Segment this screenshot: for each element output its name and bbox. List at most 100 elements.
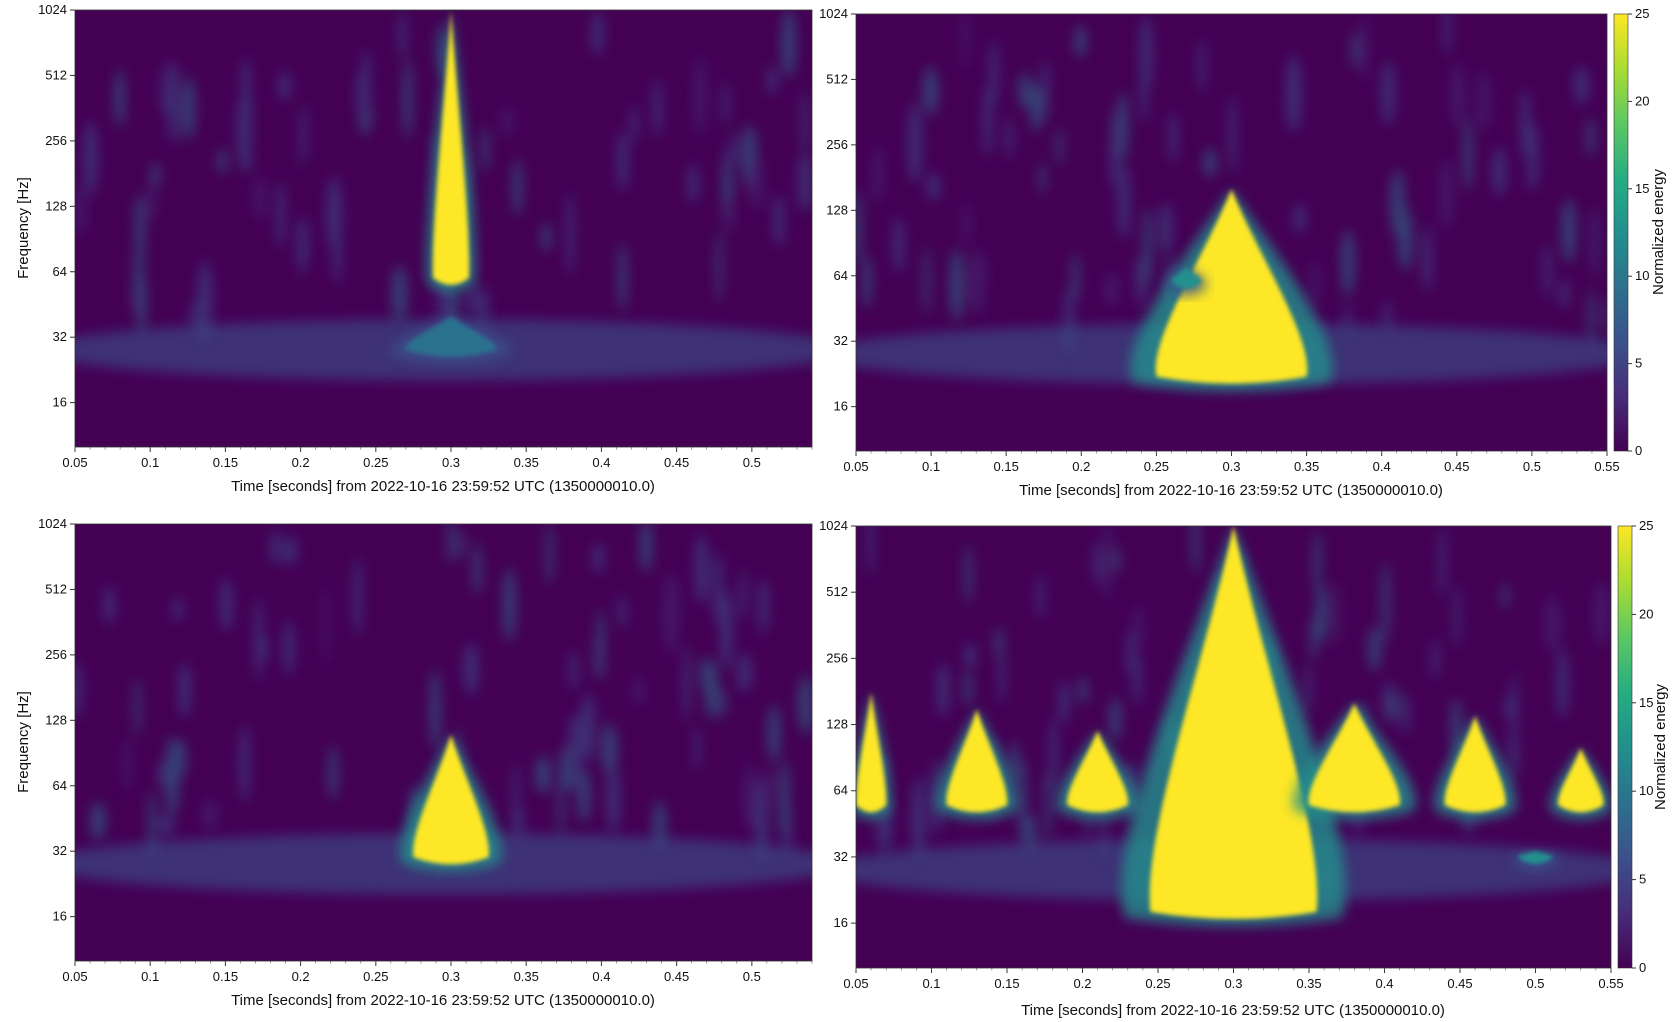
noise-streak	[75, 185, 87, 236]
y-tick-label: 128	[826, 202, 848, 217]
x-tick-label: 0.4	[1373, 459, 1391, 474]
x-axis-label: Time [seconds] from 2022-10-16 23:59:52 …	[1019, 482, 1443, 499]
y-tick-label: 64	[834, 783, 848, 798]
noise-streak	[165, 736, 180, 817]
noise-streak	[713, 552, 723, 624]
noise-streak	[797, 675, 812, 735]
noise-streak	[1492, 147, 1507, 197]
event-blob	[1557, 748, 1604, 813]
y-tick-label: 1024	[38, 2, 67, 17]
colorbar-tick-label: 15	[1635, 181, 1649, 196]
x-tick-label: 0.15	[213, 455, 238, 470]
noise-streak	[781, 10, 796, 79]
noise-streak	[541, 223, 551, 252]
noise-streak	[1520, 88, 1530, 157]
noise-streak	[1058, 680, 1070, 724]
noise-streak	[254, 176, 266, 220]
noise-streak	[502, 567, 517, 642]
noise-streak	[739, 568, 747, 621]
noise-streak	[1573, 66, 1590, 105]
noise-streak	[1450, 698, 1462, 758]
noise-streak	[922, 67, 939, 116]
noise-streak	[911, 777, 927, 860]
noise-streak	[1587, 287, 1595, 350]
noise-streak	[1078, 676, 1088, 705]
noise-streak	[1397, 208, 1414, 271]
noise-streak	[512, 158, 523, 216]
noise-streak	[694, 533, 709, 604]
noise-streak	[737, 652, 752, 692]
x-tick-label: 0.45	[1444, 459, 1469, 474]
noise-streak	[1501, 583, 1509, 609]
noise-streak	[633, 676, 645, 705]
y-tick-label: 1024	[819, 6, 848, 21]
noise-streak	[1381, 60, 1395, 126]
x-axis-label: Time [seconds] from 2022-10-16 23:59:52 …	[231, 992, 655, 1009]
x-tick-label: 0.5	[743, 455, 761, 470]
x-tick-label: 0.3	[1222, 459, 1240, 474]
x-axis-label: Time [seconds] from 2022-10-16 23:59:52 …	[231, 478, 655, 495]
x-tick-label: 0.35	[514, 969, 539, 984]
panel-bottom-right: 0.05 0.1 0.15 0.2 0.25 0.3 0.35 0.4 0.45 0.5 0.55 …	[819, 518, 1669, 1019]
noise-streak	[278, 72, 291, 101]
colorbar-tick-label: 15	[1639, 695, 1653, 710]
noise-streak	[1038, 162, 1046, 194]
plot-frame	[74, 523, 813, 962]
colorbar-tick-label: 20	[1635, 93, 1649, 108]
colorbar-tick-label: 20	[1639, 606, 1653, 621]
noise-streak	[593, 636, 601, 678]
noise-streak	[1113, 547, 1121, 573]
noise-streak	[1056, 127, 1063, 166]
y-tick-label: 16	[834, 915, 848, 930]
event-blob	[856, 692, 887, 813]
y-tick-label: 16	[53, 909, 67, 924]
noise-streak	[1030, 83, 1043, 132]
noise-streak	[239, 725, 250, 803]
noise-streak	[893, 216, 905, 273]
plot-area	[855, 525, 1612, 969]
noise-streak	[606, 762, 621, 834]
x-tick-label: 0.5	[1523, 459, 1541, 474]
noise-streak	[1543, 243, 1552, 299]
noise-streak	[157, 760, 167, 789]
noise-streak	[580, 692, 596, 762]
noise-streak	[694, 55, 707, 135]
event-blob	[432, 10, 470, 285]
x-tick-label: 0.3	[442, 969, 460, 984]
noise-streak	[557, 778, 564, 838]
noise-streak	[190, 301, 203, 331]
noise-streak	[618, 242, 627, 313]
noise-streak	[1304, 663, 1312, 714]
noise-streak	[618, 595, 627, 629]
noise-streak	[473, 543, 482, 595]
noise-streak	[447, 524, 454, 566]
colorbar-gradient	[1613, 13, 1629, 452]
plot-frame	[74, 9, 813, 448]
noise-streak	[182, 76, 196, 141]
colorbar-label: Normalized energy	[1650, 169, 1667, 295]
y-tick-label: 256	[826, 137, 848, 152]
noise-streak	[1203, 147, 1217, 178]
noise-streak	[719, 688, 727, 719]
noise-streak	[1438, 526, 1446, 599]
noise-streak	[719, 590, 733, 670]
x-tick-label: 0.2	[1072, 459, 1090, 474]
noise-streak	[134, 677, 141, 737]
noise-streak	[923, 246, 930, 316]
noise-streak	[1559, 279, 1570, 309]
noise-streak	[134, 194, 146, 259]
noise-streak	[449, 288, 460, 324]
noise-streak	[283, 535, 298, 566]
noise-streak	[862, 254, 872, 310]
noise-streak	[173, 596, 183, 622]
noise-streak	[778, 760, 790, 839]
noise-streak	[591, 11, 604, 56]
noise-streak	[998, 641, 1006, 704]
colorbar-gradient	[1617, 525, 1633, 969]
noise-streak	[767, 704, 781, 763]
event-blob	[1308, 703, 1401, 813]
colorbar-tick-label: 0	[1639, 960, 1646, 975]
x-tick-label: 0.15	[994, 459, 1019, 474]
noise-streak	[773, 193, 785, 248]
